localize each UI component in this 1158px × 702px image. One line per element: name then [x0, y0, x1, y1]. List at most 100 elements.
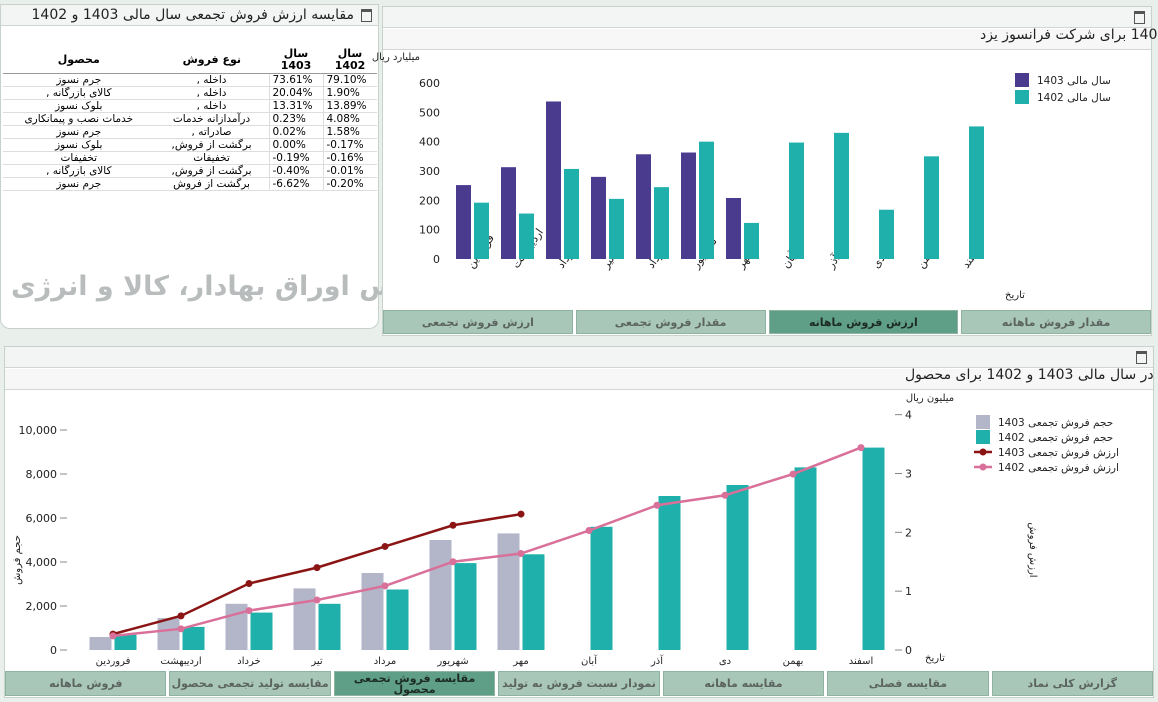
point [177, 625, 185, 633]
point [109, 632, 117, 640]
y2-axis-label: ارزش فروش [1027, 522, 1038, 577]
table-cell: تخفیفات [154, 151, 269, 165]
table-cell: بلوک نسوز [3, 138, 155, 152]
chart-title-bar [5, 369, 1153, 390]
table-row: -0.16% -0.19% تخفیفات تخفیفات [3, 151, 377, 165]
x-tick-label: اسفند [849, 656, 873, 667]
panel-header [383, 7, 1151, 28]
x-tick-label: آبان [581, 654, 598, 667]
y-tick-label: 300 [419, 165, 440, 178]
y-tick-label: 600 [419, 77, 440, 90]
bar [654, 187, 669, 259]
tab-bar: گزارش کلی نماد مقایسه فصلی مقایسه ماهانه نم… [5, 671, 1153, 696]
y-tick-label: 2,000 [26, 600, 58, 613]
x-tick-label: خرداد [237, 656, 260, 667]
tab[interactable]: مقدار فروش تجمعی [575, 310, 766, 334]
table-cell: -0.20% [322, 177, 377, 191]
chart-title: نمودار میله ای مقایسه فروش تجمعی و نمودا… [905, 367, 1158, 383]
x-tick-label: تیر [310, 656, 323, 667]
table-row: 13.89% 13.31% داخله , بلوک نسوز [3, 99, 377, 113]
bar [564, 168, 579, 259]
table-cell: 4.08% [322, 112, 377, 126]
column-header: سال 1403 [269, 47, 323, 74]
y2-tick-label: 0 [905, 644, 912, 657]
y-unit: میلیارد ریال [372, 52, 420, 63]
table-cell: صادراته , [154, 125, 269, 139]
table-cell: داخله , [154, 86, 269, 100]
tab[interactable]: مقایسه فروش تجمعی محصول [333, 671, 496, 696]
legend-label: ارزش فروش تجمعی 1403 [998, 447, 1119, 459]
legend-label: سال مالی 1403 [1037, 75, 1111, 87]
table-row: -0.20% -6.62% برگشت از فروش جرم نسوز [3, 177, 377, 191]
bar [182, 626, 205, 650]
bar [726, 485, 749, 650]
tab[interactable]: ارزش فروش ماهانه [768, 310, 959, 334]
tab[interactable]: مقایسه تولید تجمعی محصول [169, 671, 331, 696]
legend-label: ارزش فروش تجمعی 1402 [998, 462, 1119, 474]
y2-tick-label: 2 [905, 526, 912, 539]
tab[interactable]: مقدار فروش ماهانه [961, 310, 1151, 334]
table-row: 79.10% 73.61% داخله , جرم نسوز [3, 73, 377, 87]
bar [474, 202, 489, 259]
tab[interactable]: نمودار نسبت فروش به تولید [498, 671, 660, 696]
x-tick-label: آذر [650, 654, 664, 667]
point [381, 582, 389, 590]
table-cell: -0.16% [322, 151, 377, 165]
tab[interactable]: مقایسه ماهانه [662, 671, 825, 696]
point [517, 550, 525, 558]
bar [726, 197, 741, 259]
bar [361, 573, 384, 650]
table-cell: 13.31% [268, 99, 323, 113]
point [245, 607, 253, 615]
bar [522, 554, 545, 650]
legend-swatch [1015, 90, 1029, 104]
bar [250, 612, 273, 650]
table-cell: برگشت از فروش, [154, 138, 269, 152]
bar [293, 588, 316, 650]
legend-label: حجم فروش تجمعی 1402 [998, 432, 1113, 444]
tab[interactable]: فروش ماهانه [5, 671, 167, 696]
table-cell: -6.62% [268, 177, 323, 191]
bar [590, 526, 613, 650]
y2-tick-label: 4 [905, 409, 912, 422]
header-row: سال 1402 سال 1403 نوع فروش محصول [3, 47, 377, 74]
table-cell: برگشت از فروش [154, 177, 269, 191]
tab[interactable]: مقایسه فصلی [827, 671, 989, 696]
table-cell: 13.89% [322, 99, 377, 113]
tab[interactable]: گزارش کلی نماد [991, 671, 1153, 696]
bar [386, 589, 409, 650]
table-cell: کالای بازرگانه , [3, 86, 155, 100]
legend-label: حجم فروش تجمعی 1403 [998, 417, 1113, 429]
table-cell: 73.61% [268, 73, 323, 87]
legend-swatch [1015, 73, 1029, 87]
chart-title-bar [383, 29, 1151, 50]
bar [681, 152, 696, 259]
table-row: -0.01% -0.40% برگشت از فروش, کالای بازرگانه… [3, 164, 377, 178]
table-cell: 1.58% [322, 125, 377, 139]
bar [862, 447, 885, 650]
tab-bar: مقدار فروش ماهانه ارزش فروش ماهانه مقدار ف… [383, 310, 1151, 334]
y-tick-label: 100 [419, 224, 440, 237]
y-tick-label: 0 [433, 253, 440, 266]
y-tick-label: 0 [50, 644, 57, 657]
table-cell: جرم نسوز [3, 177, 155, 191]
bar [456, 185, 471, 259]
y-tick-label: 4,000 [26, 556, 58, 569]
legend-swatch [976, 415, 990, 429]
y-tick-label: 200 [419, 194, 440, 207]
bar [794, 467, 817, 650]
table-cell: جرم نسوز [3, 125, 155, 139]
point [449, 521, 457, 529]
table-row: 4.08% 0.23% درآمدازانه خدمات خدمات نصب و پی… [3, 112, 377, 126]
legend-marker [979, 448, 987, 456]
point [789, 470, 797, 478]
point [449, 558, 457, 566]
y-tick-label: 8,000 [26, 468, 58, 481]
table-cell: 1.90% [322, 86, 377, 100]
bar [699, 141, 714, 259]
point [313, 564, 321, 572]
point [721, 491, 729, 499]
table-cell: خدمات نصب و پیمانکاری [3, 112, 155, 126]
tab[interactable]: ارزش فروش تجمعی [383, 310, 573, 334]
